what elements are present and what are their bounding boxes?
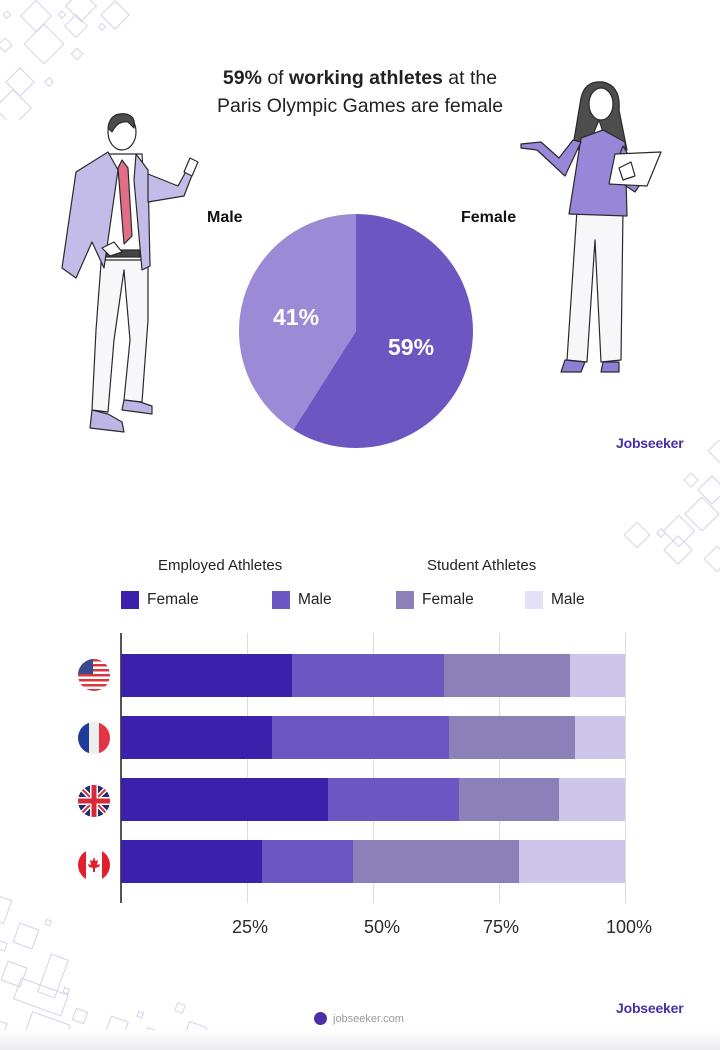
legend-swatch <box>272 591 290 609</box>
legend-student-female: Female <box>396 591 474 609</box>
seg-student-female <box>352 840 520 883</box>
pie-label-female: Female <box>461 209 517 226</box>
seg-employed-male <box>272 716 449 759</box>
pie-slice-male <box>238 213 356 430</box>
seg-employed-male <box>292 654 444 697</box>
title-text: at the <box>442 67 498 89</box>
gridline-50 <box>373 633 374 903</box>
seg-student-male <box>519 840 625 883</box>
seg-student-male <box>559 778 625 821</box>
title-line-2: Paris Olympic Games are female <box>216 95 504 117</box>
x-tick-100: 100% <box>605 917 653 937</box>
title-percent: 59% <box>222 67 262 89</box>
footer-url-text: jobseeker.com <box>333 1012 404 1025</box>
seg-student-female <box>443 654 570 697</box>
legend-label: Female <box>147 591 199 608</box>
x-tick-50: 50% <box>363 917 401 937</box>
gridline-75 <box>499 633 500 903</box>
pie-slice-female <box>293 214 473 448</box>
pie-chart <box>238 213 473 453</box>
gridline-25 <box>247 633 248 903</box>
bar-row-us <box>121 654 625 697</box>
legend-student-male: Male <box>525 591 585 609</box>
footer-shade <box>0 1030 720 1050</box>
canada-flag-icon <box>78 849 110 881</box>
jobseeker-logo: Jobseeker <box>616 435 684 451</box>
seg-student-female <box>458 778 560 821</box>
legend-employed-male: Male <box>272 591 332 609</box>
jobseeker-smile-icon <box>314 1012 327 1025</box>
legend-label: Male <box>298 591 332 608</box>
legend-label: Female <box>422 591 474 608</box>
pie-label-male: Male <box>207 209 243 226</box>
bar-row-france <box>121 716 625 759</box>
pie-value-female: 59% <box>388 334 435 360</box>
bar-row-uk <box>121 778 625 821</box>
seg-employed-female <box>121 654 293 697</box>
decorative-squares-bottom-left <box>0 890 220 1050</box>
male-figure-illustration <box>52 110 202 445</box>
legend-group-student: Student Athletes <box>427 557 537 574</box>
legend-swatch <box>396 591 414 609</box>
seg-employed-female <box>121 840 263 883</box>
gridline-100 <box>625 633 626 903</box>
seg-employed-female <box>121 716 273 759</box>
decorative-diamonds-right <box>620 440 720 580</box>
female-figure-illustration <box>515 80 665 385</box>
france-flag-icon <box>78 722 110 754</box>
footer-jobseeker-logo: Jobseeker <box>616 1000 684 1016</box>
x-tick-25: 25% <box>231 917 269 937</box>
seg-employed-male <box>262 840 353 883</box>
seg-student-male <box>569 654 625 697</box>
title-line-1: 59% of working athletes at the <box>0 64 720 92</box>
decorative-diamonds-top-left <box>0 0 140 120</box>
title-highlight: working athletes <box>289 67 443 89</box>
seg-student-male <box>574 716 625 759</box>
us-flag-icon <box>78 659 110 691</box>
legend-label: Male <box>551 591 585 608</box>
seg-employed-male <box>327 778 459 821</box>
page-title: 59% of working athletes at the Paris Oly… <box>0 64 720 120</box>
legend-group-employed: Employed Athletes <box>158 557 283 574</box>
bar-row-canada <box>121 840 625 883</box>
pie-value-male: 41% <box>273 304 320 330</box>
x-tick-75: 75% <box>482 917 520 937</box>
seg-student-female <box>448 716 575 759</box>
title-text: of <box>261 67 290 89</box>
seg-employed-female <box>121 778 328 821</box>
legend-swatch <box>121 591 139 609</box>
legend-employed-female: Female <box>121 591 199 609</box>
legend-swatch <box>525 591 543 609</box>
y-axis-line <box>120 633 122 903</box>
uk-flag-icon <box>78 785 110 817</box>
footer-url-link[interactable]: jobseeker.com <box>314 1012 404 1025</box>
